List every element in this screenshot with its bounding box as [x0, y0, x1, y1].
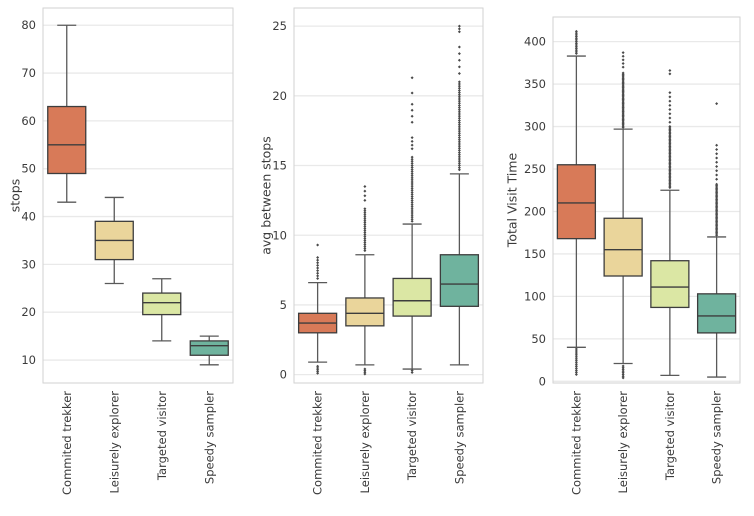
svg-text:Commited trekker: Commited trekker [569, 391, 583, 495]
svg-text:Leisurely explorer: Leisurely explorer [358, 391, 372, 494]
svg-text:0: 0 [280, 368, 287, 382]
boxplot-stops: 10 20 30 40 50 60 70 80 stops Commited trekker Lei… [7, 7, 234, 495]
svg-text:Commited trekker: Commited trekker [311, 391, 325, 495]
svg-text:100: 100 [524, 289, 546, 303]
svg-text:50: 50 [21, 162, 36, 176]
svg-text:70: 70 [21, 66, 36, 80]
svg-text:Targeted visitor: Targeted visitor [405, 391, 419, 481]
svg-text:Leisurely explorer: Leisurely explorer [107, 391, 121, 494]
svg-text:300: 300 [524, 120, 546, 134]
svg-text:Targeted visitor: Targeted visitor [663, 391, 677, 481]
svg-text:Speedy sampler: Speedy sampler [452, 391, 466, 484]
svg-text:50: 50 [531, 332, 546, 346]
svg-text:20: 20 [21, 305, 36, 319]
svg-text:150: 150 [524, 247, 546, 261]
svg-text:250: 250 [524, 162, 546, 176]
svg-text:Commited trekker: Commited trekker [60, 391, 74, 495]
svg-text:10: 10 [21, 353, 36, 367]
svg-text:15: 15 [272, 159, 287, 173]
svg-text:80: 80 [21, 18, 36, 32]
svg-text:Targeted visitor: Targeted visitor [155, 391, 169, 481]
svg-text:20: 20 [272, 89, 287, 103]
boxplot-total-visit-time: 0 50 100 150 200 250 300 350 400 Total Visit Time… [504, 16, 741, 495]
svg-text:200: 200 [524, 204, 546, 218]
svg-text:avg between stops: avg between stops [258, 136, 273, 255]
svg-text:stops: stops [7, 179, 22, 213]
svg-text:30: 30 [21, 257, 36, 271]
svg-text:Speedy sampler: Speedy sampler [710, 391, 724, 484]
svg-text:Total Visit Time: Total Visit Time [504, 153, 519, 249]
svg-text:Speedy sampler: Speedy sampler [202, 391, 216, 484]
svg-text:10: 10 [272, 228, 287, 242]
svg-text:350: 350 [524, 77, 546, 91]
svg-text:25: 25 [272, 19, 287, 33]
svg-text:400: 400 [524, 35, 546, 49]
svg-text:5: 5 [280, 298, 287, 312]
svg-text:0: 0 [539, 374, 546, 388]
boxplot-avg-between-stops: 0 5 10 15 20 25 avg between stops Commited trek… [258, 7, 484, 495]
svg-text:60: 60 [21, 114, 36, 128]
svg-text:40: 40 [21, 210, 36, 224]
svg-text:Leisurely explorer: Leisurely explorer [616, 391, 630, 494]
